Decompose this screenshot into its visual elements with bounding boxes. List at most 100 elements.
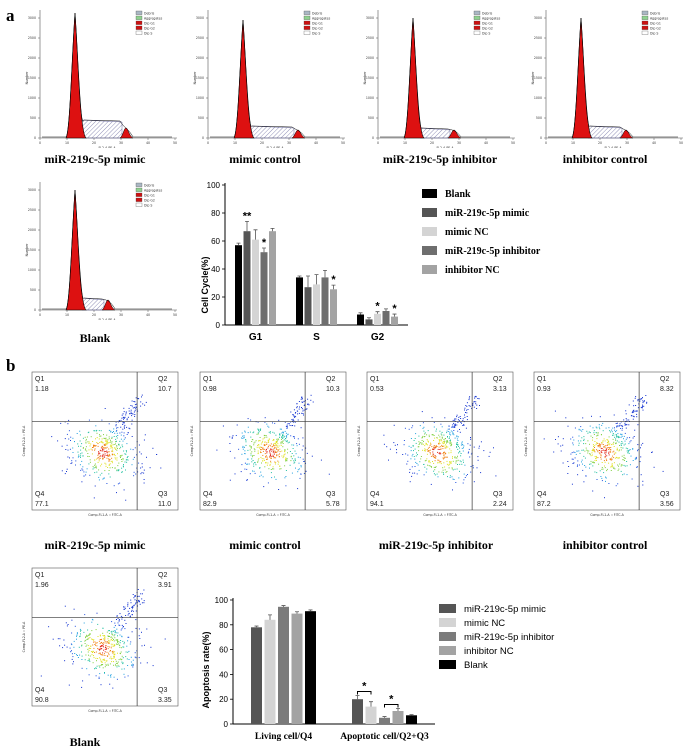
cell-cycle-histogram: 0 500 1000 1500 2000 2500 3000 0 10 20 30 40 50 Numbe… [25, 182, 177, 320]
category-label: Living cell/Q4 [255, 732, 313, 742]
bar [304, 287, 312, 325]
quadrant-value: 94.1 [370, 501, 384, 508]
cell-cycle-histogram: 0 500 1000 1500 2000 2500 3000 0 10 20 30 40 50 Numbe… [193, 10, 345, 148]
histogram-ytick: 2500 [534, 36, 542, 40]
histogram-legend-label: Dip S [650, 31, 658, 35]
quadrant-value: 3.35 [158, 697, 172, 704]
histogram-xtick: 50 [341, 141, 345, 145]
histogram-xlabel: FL2-A PE-A [98, 146, 116, 148]
histogram-xtick: 50 [511, 141, 515, 145]
ytick-label: 80 [211, 209, 220, 218]
histogram-ylabel: Number [193, 71, 197, 84]
quadrant-label: Q1 [35, 376, 44, 383]
quadrant-label: Q4 [35, 687, 44, 694]
error-bar [236, 242, 241, 246]
histogram-legend-label: Dip G2 [312, 26, 323, 30]
cell-cycle-histogram: 0 500 1000 1500 2000 2500 3000 0 10 20 30 40 50 Numbe… [25, 10, 177, 148]
legend-label: miR-219c-5p mimic [464, 604, 546, 615]
flow-ylabel: Comp-FL2-A :: PE-A [357, 425, 361, 457]
legend-swatch [439, 660, 456, 669]
histogram-xtick: 40 [314, 141, 318, 145]
histogram-ylabel: Number [25, 71, 29, 84]
bar [379, 717, 390, 724]
error-bar [396, 708, 400, 711]
histogram-ytick: 1500 [196, 76, 204, 80]
histogram-ylabel: Number [363, 71, 367, 84]
flow-ylabel: Comp-FL2-A :: PE-A [22, 425, 26, 457]
histogram-xtick: 30 [625, 141, 629, 145]
legend-swatch [422, 265, 437, 274]
histogram-legend-label: Dip G1 [482, 21, 493, 25]
legend-label: mimic NC [445, 227, 489, 238]
histogram-xtick: 20 [92, 313, 96, 317]
histogram-ytick: 2500 [28, 208, 36, 212]
histogram-xtick: 0 [545, 141, 547, 145]
error-bar [253, 229, 258, 240]
error-bar [384, 308, 388, 311]
error-bar [382, 716, 387, 718]
category-label: S [313, 332, 320, 343]
histogram-ytick: 1000 [28, 96, 36, 100]
bar [278, 606, 289, 724]
error-bar [306, 275, 310, 288]
quadrant-label: Q2 [158, 572, 167, 579]
ytick-label: 100 [207, 181, 221, 190]
histogram-legend-label: Dip S [312, 31, 320, 35]
histogram-xtick: 0 [39, 313, 41, 317]
error-bar [297, 275, 302, 278]
quadrant-value: 87.2 [537, 501, 551, 508]
histogram-ytick: 2500 [366, 36, 374, 40]
bar [357, 314, 364, 325]
histogram-ytick: 2500 [196, 36, 204, 40]
histogram-ytick: 1500 [534, 76, 542, 80]
bar [305, 611, 316, 724]
quadrant-value: 77.1 [35, 501, 49, 508]
error-bar [245, 221, 249, 232]
bar [391, 316, 398, 325]
quadrant-label: Q2 [660, 376, 669, 383]
flow-caption: miR-219c-5p mimic [44, 538, 146, 552]
histogram-legend-label: Dip G2 [144, 26, 155, 30]
bar [321, 277, 329, 325]
histogram-xtick: 10 [65, 313, 69, 317]
histogram-legend-label: Dip G1 [144, 193, 155, 197]
error-bar [262, 247, 266, 253]
histogram-xtick: 50 [679, 141, 683, 145]
flow-ylabel: Comp-FL2-A :: PE-A [22, 621, 26, 653]
quadrant-label: Q3 [660, 491, 669, 498]
ytick-label: 100 [215, 596, 229, 605]
quadrant-label: Q3 [326, 491, 335, 498]
ytick-label: 40 [219, 670, 228, 679]
category-label: Apoptotic cell/Q2+Q3 [340, 732, 429, 742]
histogram-xlabel: FL2-A PE-A [266, 146, 284, 148]
histogram-ytick: 500 [30, 116, 36, 120]
histogram-legend-label: Dip S [144, 31, 152, 35]
ytick-label: 20 [211, 293, 220, 302]
histogram-legend-label: Debris [482, 11, 493, 15]
histogram-xlabel: FL2-A PE-A [436, 146, 454, 148]
bar [374, 313, 381, 325]
quadrant-value: 3.91 [158, 582, 172, 589]
quadrant-label: Q3 [158, 491, 167, 498]
error-bar [308, 609, 313, 612]
histogram-xtick: 40 [146, 313, 150, 317]
histogram-legend-label: Debris [144, 183, 155, 187]
legend-label: miR-219c-5p inhibitor [464, 632, 554, 643]
histogram-ytick: 1500 [28, 248, 36, 252]
quadrant-value: 1.96 [35, 582, 49, 589]
quadrant-label: Q4 [203, 491, 212, 498]
histogram-legend-label: Dip G1 [650, 21, 661, 25]
legend-swatch [422, 227, 437, 236]
histogram-ylabel: Number [531, 71, 535, 84]
histogram-xtick: 0 [377, 141, 379, 145]
flow-xlabel: Comp-FL1-A :: FITC-A [256, 513, 290, 517]
quadrant-value: 1.18 [35, 386, 49, 393]
histogram-xtick: 50 [173, 313, 177, 317]
histogram-caption: Blank [79, 331, 111, 345]
quadrant-value: 0.93 [537, 386, 551, 393]
legend-label: miR-219c-5p mimic [445, 208, 530, 219]
histogram-legend-label: Debris [312, 11, 323, 15]
error-bar [409, 714, 414, 716]
ytick-label: 40 [211, 265, 220, 274]
panel-letter-a: a [6, 6, 15, 25]
